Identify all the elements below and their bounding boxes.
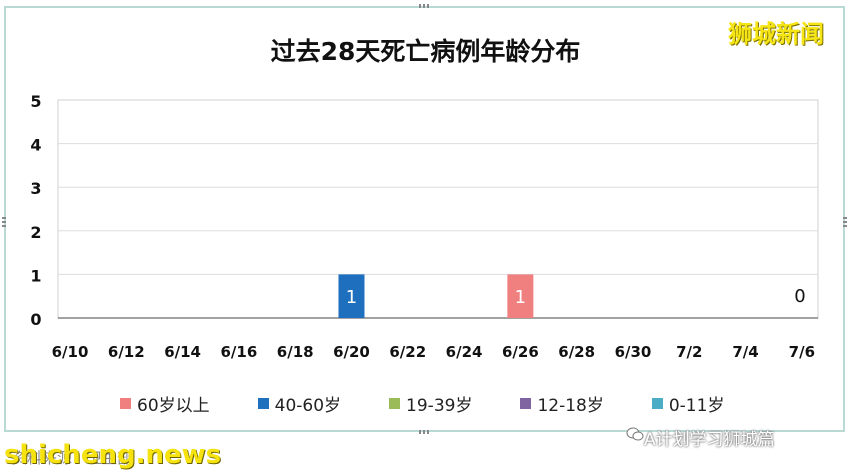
account-watermark-bottom-right: A计划学习狮城篇 — [644, 430, 775, 450]
x-tick-label: 6/12 — [108, 343, 145, 361]
bar — [507, 274, 534, 318]
frame-handle-bottom[interactable] — [419, 430, 431, 434]
x-tick-label: 7/6 — [789, 343, 815, 361]
y-tick-label: 3 — [30, 179, 41, 198]
x-tick-label: 6/24 — [446, 343, 483, 361]
y-tick-label: 1 — [30, 266, 41, 285]
legend-item: 0-11岁 — [651, 391, 725, 416]
legend-swatch — [120, 397, 131, 409]
x-tick-label: 6/22 — [389, 343, 426, 361]
frame-handle-left[interactable] — [2, 215, 6, 227]
legend-swatch — [257, 397, 269, 409]
legend-label: 19-39岁 — [406, 395, 473, 416]
legend-swatch — [389, 397, 401, 409]
legend-item: 60岁以上 — [120, 391, 210, 416]
x-tick-label: 7/2 — [676, 343, 702, 361]
y-tick-label: 4 — [30, 136, 41, 155]
plot-area — [57, 99, 819, 319]
x-tick-label: 7/4 — [732, 343, 758, 361]
source-note: 资料来源：卫生部 — [12, 449, 133, 467]
x-tick-label: 6/30 — [615, 343, 652, 361]
x-tick-label: 6/14 — [164, 343, 201, 361]
x-tick-label: 6/20 — [333, 343, 370, 361]
x-tick-label: 6/28 — [558, 343, 595, 361]
legend-label: 60岁以上 — [137, 395, 210, 416]
legend-label: 40-60岁 — [274, 395, 342, 416]
y-tick-label: 0 — [30, 310, 41, 329]
legend-swatch — [651, 397, 663, 409]
x-tick-label: 6/16 — [220, 343, 257, 361]
legend-item: 19-39岁 — [389, 391, 472, 416]
data-label: 1 — [515, 287, 526, 308]
chart-frame — [2, 4, 847, 434]
site-watermark-bottom-left: shicheng.news — [4, 440, 222, 470]
y-tick-label: 2 — [30, 223, 41, 242]
chart-title: 过去28天死亡病例年龄分布 — [270, 37, 581, 66]
brand-watermark-top-right: 狮城新闻 — [728, 20, 824, 48]
legend-label: 0-11岁 — [668, 395, 725, 416]
x-tick-label: 6/26 — [502, 343, 539, 361]
chart-legend: 60岁以上 40-60岁 19-39岁 12-18岁 0-11岁 — [120, 391, 725, 416]
frame-handle-top[interactable] — [419, 4, 431, 8]
legend-label: 12-18岁 — [537, 395, 604, 416]
bar — [338, 274, 365, 318]
legend-item: 40-60岁 — [257, 391, 342, 416]
data-label: 0 — [794, 286, 805, 307]
y-tick-label: 5 — [30, 92, 41, 111]
x-tick-label: 6/18 — [277, 343, 314, 361]
data-label: 1 — [346, 287, 357, 308]
legend-item: 12-18岁 — [520, 391, 604, 416]
legend-swatch — [520, 397, 532, 409]
wechat-icon — [626, 427, 644, 441]
frame-handle-right[interactable] — [843, 215, 847, 227]
x-tick-label: 6/10 — [52, 343, 89, 361]
